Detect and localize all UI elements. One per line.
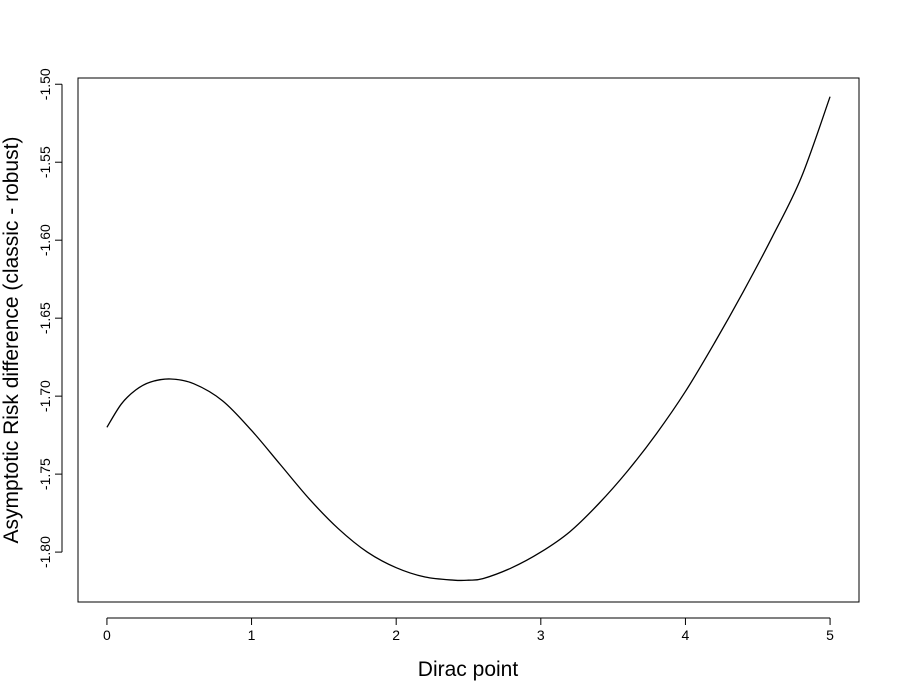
x-axis-title: Dirac point: [418, 658, 519, 681]
x-tick-label: 5: [826, 627, 834, 643]
y-axis: -1.80 -1.75 -1.70 -1.65 -1.60 -1.55 -1.50: [37, 68, 63, 568]
y-tick-label: -1.75: [37, 458, 53, 490]
series-line: [106, 96, 831, 582]
y-tick-label: -1.50: [37, 68, 53, 100]
x-tick-label: 2: [392, 627, 400, 643]
series-layer: [106, 96, 831, 582]
y-tick-label: -1.60: [37, 224, 53, 256]
y-tick-label: -1.70: [37, 380, 53, 412]
x-axis: 0 1 2 3 4 5: [103, 617, 834, 643]
plot-box: [77, 77, 860, 603]
y-tick-label: -1.80: [37, 536, 53, 568]
y-tick-label: -1.65: [37, 302, 53, 334]
y-axis-title: Asymptotic Risk difference (classic - ro…: [0, 137, 23, 544]
x-tick-label: 0: [103, 627, 111, 643]
x-tick-label: 4: [682, 627, 690, 643]
x-tick-label: 1: [248, 627, 256, 643]
x-tick-label: 3: [537, 627, 545, 643]
y-tick-label: -1.55: [37, 146, 53, 178]
